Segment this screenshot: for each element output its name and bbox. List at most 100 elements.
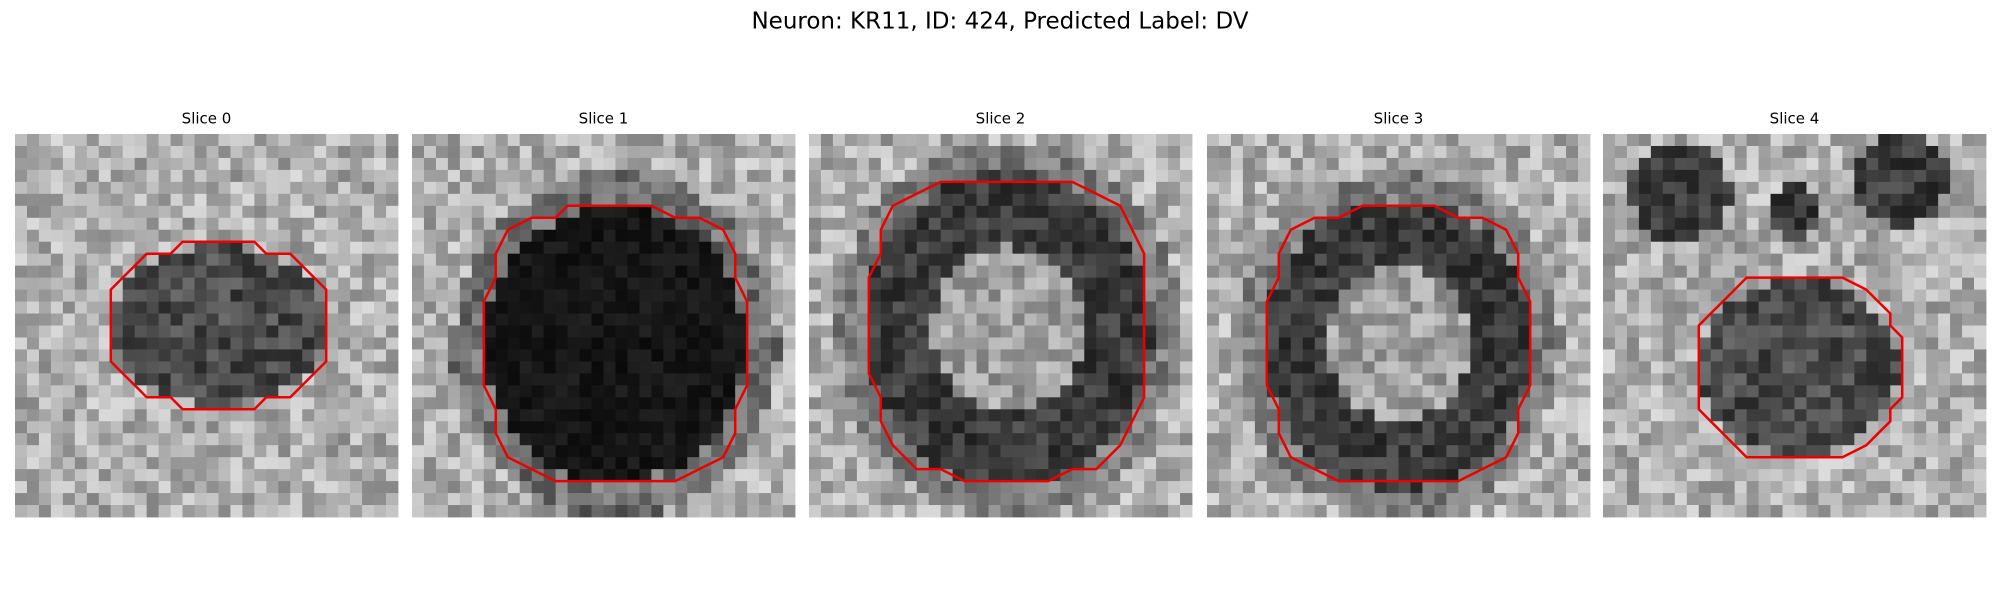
pixel — [1338, 505, 1352, 518]
pixel — [1818, 169, 1831, 183]
pixel — [809, 145, 822, 159]
pixel — [1254, 181, 1268, 195]
pixel — [711, 397, 724, 410]
pixel — [1566, 397, 1579, 410]
pixel — [1794, 169, 1807, 183]
pixel — [1230, 241, 1244, 255]
pixel — [435, 205, 449, 219]
pixel — [1806, 277, 1819, 290]
pixel — [1398, 289, 1411, 302]
pixel — [1710, 289, 1724, 302]
pixel — [771, 361, 784, 374]
pixel — [759, 217, 772, 231]
pixel — [892, 421, 906, 434]
pixel — [1048, 134, 1061, 147]
pixel — [1048, 373, 1061, 386]
pixel — [809, 421, 822, 434]
pixel — [1974, 145, 1987, 159]
pixel — [1603, 301, 1616, 314]
pixel — [314, 241, 327, 255]
pixel — [254, 421, 267, 434]
pixel — [146, 385, 160, 398]
pixel — [242, 181, 255, 195]
pixel — [1338, 481, 1352, 494]
pixel — [687, 157, 700, 171]
pixel — [1278, 289, 1292, 302]
pixel — [447, 469, 461, 482]
pixel — [50, 337, 64, 350]
pixel — [459, 421, 473, 434]
pixel — [1518, 481, 1531, 494]
pixel — [254, 493, 267, 506]
pixel — [483, 493, 497, 506]
pixel — [110, 397, 124, 410]
pixel — [1518, 181, 1531, 195]
pixel — [1494, 325, 1507, 338]
pixel — [1530, 505, 1543, 518]
pixel — [471, 505, 485, 518]
pixel — [1422, 469, 1435, 482]
pixel — [1230, 289, 1244, 302]
pixel — [1854, 193, 1867, 207]
pixel — [1446, 325, 1459, 338]
pixel — [711, 385, 724, 398]
pixel — [1000, 421, 1013, 434]
pixel — [230, 349, 243, 362]
pixel — [1108, 134, 1121, 147]
pixel — [1782, 433, 1795, 446]
pixel — [771, 445, 784, 458]
pixel — [471, 157, 485, 171]
pixel — [844, 433, 858, 446]
pixel — [579, 157, 592, 171]
pixel — [555, 145, 568, 159]
pixel — [928, 385, 942, 398]
pixel — [1446, 134, 1459, 147]
pixel — [98, 289, 112, 302]
pixel — [1278, 157, 1292, 171]
pixel — [1950, 361, 1963, 374]
pixel — [423, 277, 437, 290]
pixel — [1938, 349, 1951, 362]
pixel — [1290, 337, 1304, 350]
pixel — [1603, 313, 1616, 326]
pixel — [1000, 277, 1013, 290]
pixel — [1254, 253, 1268, 267]
pixel — [1614, 433, 1628, 446]
pixel — [423, 397, 437, 410]
pixel — [15, 169, 28, 183]
pixel — [1506, 313, 1519, 326]
pixel — [230, 313, 243, 326]
pixel — [1458, 181, 1471, 195]
pixel — [1168, 505, 1181, 518]
pixel — [1770, 349, 1783, 362]
pixel — [1350, 409, 1363, 422]
pixel — [615, 373, 628, 386]
pixel — [1108, 157, 1121, 171]
pixel — [1722, 181, 1736, 195]
pixel — [146, 277, 160, 290]
pixel — [783, 301, 796, 314]
pixel — [1036, 253, 1049, 267]
pixel — [820, 253, 834, 267]
pixel — [254, 205, 267, 219]
pixel — [868, 205, 882, 219]
pixel — [603, 361, 616, 374]
pixel — [1578, 373, 1591, 386]
pixel — [350, 481, 363, 494]
pixel — [1060, 217, 1073, 231]
pixel — [519, 433, 533, 446]
pixel — [98, 337, 112, 350]
pixel — [110, 134, 124, 147]
pixel — [1180, 409, 1193, 422]
pixel — [663, 289, 676, 302]
pixel — [1794, 301, 1807, 314]
pixel — [1542, 313, 1555, 326]
pixel — [1084, 289, 1097, 302]
pixel — [1566, 325, 1579, 338]
pixel — [844, 289, 858, 302]
pixel — [302, 253, 315, 267]
pixel — [615, 241, 628, 255]
pixel — [110, 445, 124, 458]
pixel — [555, 217, 568, 231]
pixel — [182, 289, 195, 302]
